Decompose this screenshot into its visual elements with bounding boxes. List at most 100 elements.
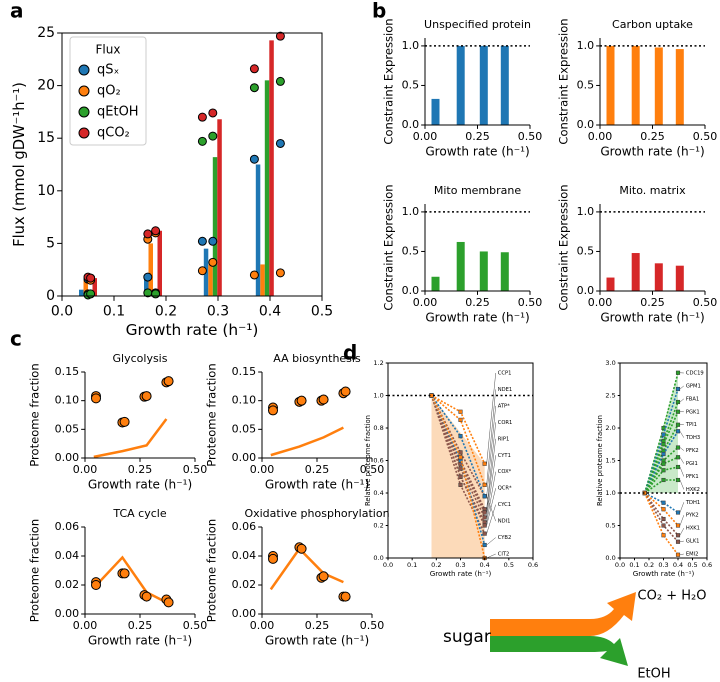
data-point <box>340 591 351 602</box>
y-tick-label: 0.00 <box>232 607 257 620</box>
data-point <box>119 416 130 427</box>
chart-title: Glycolysis <box>113 352 168 365</box>
y-axis-label: Relative proteome fraction <box>596 415 604 506</box>
leader-line <box>679 553 684 555</box>
x-tick-label: 0.50 <box>518 296 543 309</box>
leader-line <box>679 431 685 438</box>
x-tick-label: 0.2 <box>155 303 177 319</box>
y-axis-label: Proteome fraction <box>205 519 219 622</box>
data-point <box>208 131 218 141</box>
legend-label: qSₓ <box>97 63 120 78</box>
gene-marker <box>661 507 666 512</box>
x-axis-label: Growth rate (h⁻¹) <box>600 144 704 158</box>
gene-marker <box>675 370 681 375</box>
data-point <box>141 591 152 602</box>
data-point <box>141 391 152 402</box>
legend-box <box>69 36 147 146</box>
gene-marker <box>661 461 666 466</box>
data-point <box>249 83 259 93</box>
gene-marker <box>482 482 487 487</box>
leader-line <box>486 496 496 522</box>
x-tick-label: 0.50 <box>693 130 718 143</box>
leader-line <box>679 466 685 477</box>
gene-marker <box>661 523 666 528</box>
gene-marker <box>482 510 487 515</box>
x-tick-label: 0.25 <box>305 619 330 632</box>
chart-title: Oxidative phosphorylation <box>244 507 389 520</box>
y-tick-label: 0 <box>46 288 55 304</box>
gene-marker <box>675 533 681 538</box>
x-tick-label: 0.1 <box>629 561 639 569</box>
x-tick-label: 0.50 <box>518 130 543 143</box>
gene-label: CYB2 <box>498 535 512 541</box>
data-point <box>275 138 285 148</box>
x-tick-label: 0.00 <box>588 130 613 143</box>
data-point <box>143 272 153 282</box>
bar <box>260 264 265 296</box>
legend-label: qEtOH <box>97 105 139 120</box>
gene-label: RIP1 <box>498 436 510 442</box>
y-tick-label: 0.05 <box>55 422 80 435</box>
data-point <box>163 376 174 387</box>
y-tick-label: 0.5 <box>402 244 420 257</box>
bar <box>479 251 488 291</box>
chart-title: Mito. matrix <box>619 184 686 197</box>
legend-title: Flux <box>96 43 121 57</box>
x-axis-label: Growth rate (h⁻¹) <box>633 569 695 578</box>
x-tick-label: 0.50 <box>183 463 208 476</box>
model-line <box>92 555 167 604</box>
data-point <box>143 229 153 239</box>
leader-line <box>679 502 685 513</box>
flow-arrow-respiration <box>490 592 636 636</box>
y-tick-label: 0.5 <box>605 522 615 530</box>
gene-marker <box>482 542 487 548</box>
leader-line <box>679 515 685 526</box>
x-tick-label: 0.2 <box>431 561 441 569</box>
bar <box>431 98 440 125</box>
gene-marker <box>675 510 681 515</box>
bar <box>157 230 162 296</box>
y-tick-label: 0.2 <box>373 522 383 530</box>
bar <box>217 119 222 296</box>
y-tick-label: 0.04 <box>232 549 257 562</box>
x-axis-label: Growth rate (h⁻¹) <box>88 477 192 491</box>
gene-line <box>644 492 679 536</box>
gene-marker <box>661 516 666 522</box>
leader-line <box>486 372 496 464</box>
leader-line <box>679 398 684 403</box>
y-tick-label: 0.8 <box>373 424 383 432</box>
gene-marker <box>661 425 666 431</box>
gene-label: FBA1 <box>686 396 699 402</box>
gene-marker <box>458 474 463 479</box>
data-point <box>318 394 329 405</box>
data-point <box>197 266 207 276</box>
x-axis-label: Growth rate (h⁻¹) <box>265 477 369 491</box>
x-tick-label: 0.1 <box>103 303 125 319</box>
gene-label: HXK2 <box>686 487 700 493</box>
leader-line <box>679 528 685 536</box>
legend-label: qCO₂ <box>97 126 130 141</box>
gene-label: HXK1 <box>686 526 700 532</box>
x-axis-label: Growth rate (h⁻¹) <box>425 144 529 158</box>
gene-line <box>430 395 486 526</box>
data-point <box>296 395 307 406</box>
x-tick-label: 0.00 <box>250 619 275 632</box>
y-axis-label: Constraint Expression <box>382 184 396 310</box>
gene-marker <box>482 523 487 528</box>
data-point <box>249 154 259 164</box>
data-point <box>249 64 259 74</box>
x-tick-label: 0.25 <box>640 130 665 143</box>
gene-line <box>430 395 486 518</box>
chart-title: Mito membrane <box>434 184 522 197</box>
bar <box>431 276 440 291</box>
data-point <box>91 580 101 590</box>
gene-label: NDI1 <box>498 519 511 525</box>
data-point <box>86 273 96 283</box>
gene-marker <box>675 429 681 434</box>
gene-line <box>643 492 679 543</box>
gene-label: GLK1 <box>686 539 700 545</box>
plot-frame <box>61 32 323 297</box>
y-tick-label: 0.06 <box>55 520 80 533</box>
data-point <box>208 108 218 118</box>
gene-label: CIT2 <box>498 552 510 558</box>
